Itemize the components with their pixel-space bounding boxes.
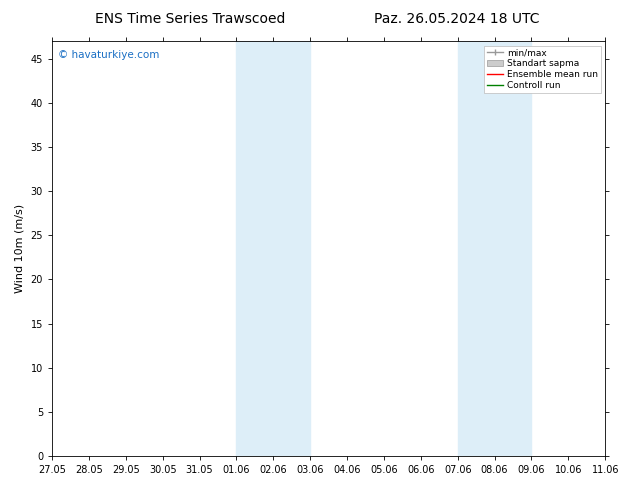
Text: © havaturkiye.com: © havaturkiye.com: [58, 49, 159, 59]
Y-axis label: Wind 10m (m/s): Wind 10m (m/s): [15, 204, 25, 293]
Legend: min/max, Standart sapma, Ensemble mean run, Controll run: min/max, Standart sapma, Ensemble mean r…: [484, 46, 601, 93]
Text: Paz. 26.05.2024 18 UTC: Paz. 26.05.2024 18 UTC: [373, 12, 540, 26]
Text: ENS Time Series Trawscoed: ENS Time Series Trawscoed: [95, 12, 285, 26]
Bar: [236, 41, 310, 456]
Bar: [458, 41, 531, 456]
